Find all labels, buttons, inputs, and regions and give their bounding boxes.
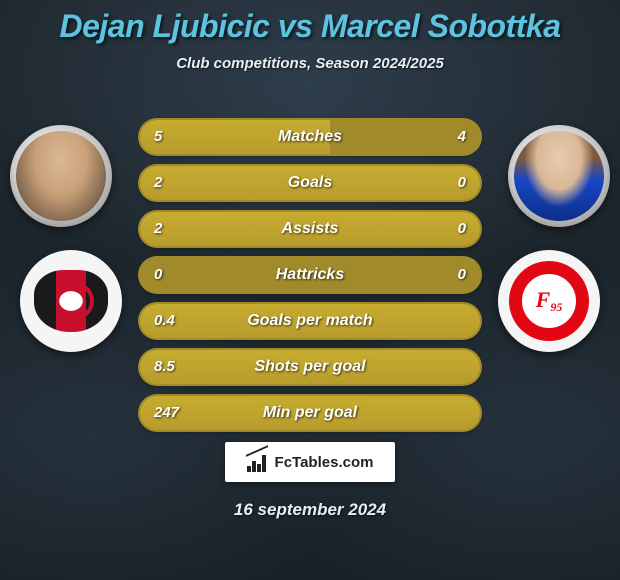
- team1-logo: [20, 250, 122, 352]
- bar-label: Min per goal: [140, 396, 480, 430]
- bar-value-right: 0: [458, 212, 466, 246]
- fctables-logo: FcTables.com: [225, 442, 395, 482]
- hurricane-logo-icon: [34, 270, 108, 332]
- fctables-chart-icon: [247, 452, 269, 472]
- bar-row: 8.5Shots per goal: [140, 350, 480, 384]
- bar-value-right: 4: [458, 120, 466, 154]
- player2-avatar: [508, 125, 610, 227]
- bar-label: Goals: [140, 166, 480, 200]
- bar-label: Hattricks: [140, 258, 480, 292]
- bar-row: 5Matches4: [140, 120, 480, 154]
- bar-label: Goals per match: [140, 304, 480, 338]
- player2-face: [514, 131, 604, 221]
- team2-logo: F95: [498, 250, 600, 352]
- bar-row: 2Assists0: [140, 212, 480, 246]
- bar-value-right: 0: [458, 166, 466, 200]
- bar-label: Matches: [140, 120, 480, 154]
- fctables-text: FcTables.com: [275, 454, 374, 471]
- team2-logo-text: F95: [536, 287, 563, 315]
- player1-face: [16, 131, 106, 221]
- fortuna-logo-icon: F95: [509, 261, 589, 341]
- date-text: 16 september 2024: [0, 500, 620, 520]
- bar-value-right: 0: [458, 258, 466, 292]
- bar-row: 0Hattricks0: [140, 258, 480, 292]
- bar-row: 0.4Goals per match: [140, 304, 480, 338]
- page-title: Dejan Ljubicic vs Marcel Sobottka: [0, 0, 620, 45]
- bar-label: Shots per goal: [140, 350, 480, 384]
- bar-label: Assists: [140, 212, 480, 246]
- subtitle: Club competitions, Season 2024/2025: [0, 55, 620, 72]
- bar-row: 2Goals0: [140, 166, 480, 200]
- bar-row: 247Min per goal: [140, 396, 480, 430]
- comparison-bars: 5Matches42Goals02Assists00Hattricks00.4G…: [140, 120, 480, 442]
- player1-avatar: [10, 125, 112, 227]
